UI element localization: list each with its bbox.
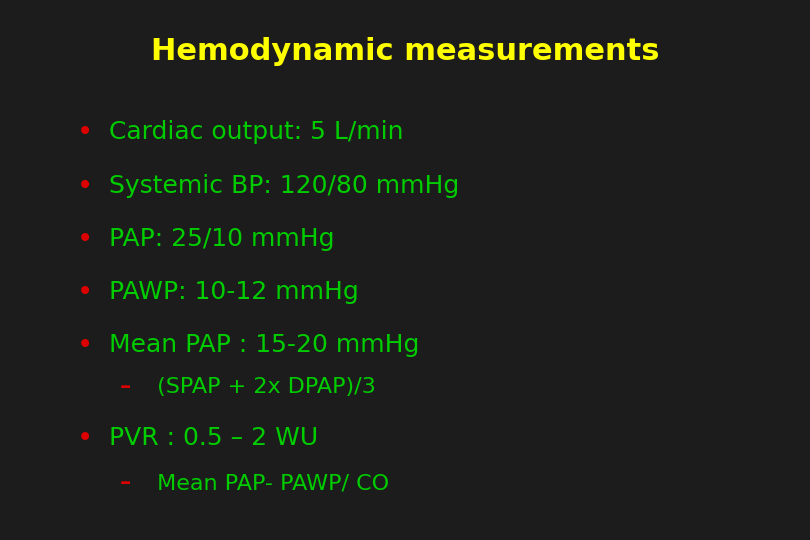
Text: –: – <box>120 377 131 397</box>
Text: Mean PAP- PAWP/ CO: Mean PAP- PAWP/ CO <box>150 473 389 494</box>
Text: PAWP: 10-12 mmHg: PAWP: 10-12 mmHg <box>109 280 359 303</box>
Text: •: • <box>77 278 93 306</box>
Text: Systemic BP: 120/80 mmHg: Systemic BP: 120/80 mmHg <box>109 174 459 198</box>
Text: Cardiac output: 5 L/min: Cardiac output: 5 L/min <box>109 120 404 144</box>
Text: •: • <box>77 225 93 253</box>
Text: •: • <box>77 330 93 359</box>
Text: Hemodynamic measurements: Hemodynamic measurements <box>151 37 659 66</box>
Text: •: • <box>77 118 93 146</box>
Text: (SPAP + 2x DPAP)/3: (SPAP + 2x DPAP)/3 <box>150 377 376 397</box>
Text: PAP: 25/10 mmHg: PAP: 25/10 mmHg <box>109 227 335 251</box>
Text: •: • <box>77 172 93 200</box>
Text: –: – <box>120 473 131 494</box>
Text: •: • <box>77 424 93 453</box>
Text: PVR : 0.5 – 2 WU: PVR : 0.5 – 2 WU <box>109 427 318 450</box>
Text: Mean PAP : 15-20 mmHg: Mean PAP : 15-20 mmHg <box>109 333 420 356</box>
